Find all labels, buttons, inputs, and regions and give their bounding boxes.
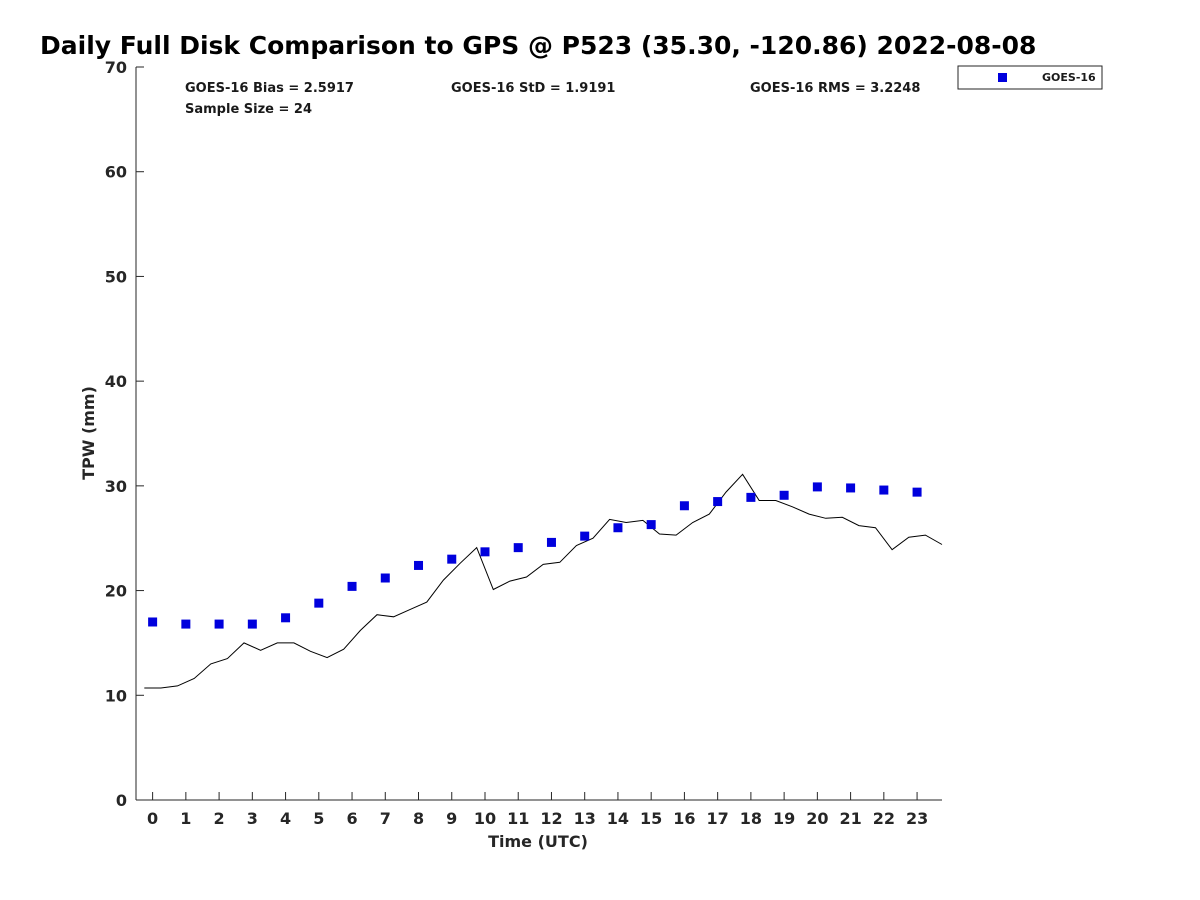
goes16-point <box>746 492 756 502</box>
x-tick-label: 15 <box>640 809 662 828</box>
y-tick-label: 20 <box>105 582 127 601</box>
stat-sample-size: Sample Size = 24 <box>185 102 312 117</box>
y-tick-label: 60 <box>105 163 127 182</box>
y-tick-label: 70 <box>105 58 127 77</box>
stat-std: GOES-16 StD = 1.9191 <box>451 81 615 96</box>
x-tick-label: 2 <box>214 809 225 828</box>
x-tick-label: 21 <box>839 809 861 828</box>
legend-label: GOES-16 <box>1042 71 1096 84</box>
y-tick-label: 0 <box>116 791 127 810</box>
x-axis-label: Time (UTC) <box>488 832 588 851</box>
x-ticks: 0 1 2 3 4 5 6 7 8 9 10 11 12 13 14 15 16 17 18 19 20 21 22 23 <box>147 792 928 828</box>
goes16-point <box>546 537 556 547</box>
goes16-point <box>613 523 623 533</box>
x-tick-label: 10 <box>474 809 496 828</box>
x-tick-label: 14 <box>607 809 629 828</box>
legend-box <box>957 65 1103 90</box>
goes16-point <box>480 547 490 557</box>
y-axis-label: TPW (mm) <box>79 386 98 480</box>
x-tick-label: 0 <box>147 809 158 828</box>
y-tick-label: 10 <box>105 686 127 705</box>
x-tick-label: 7 <box>380 809 391 828</box>
x-tick-label: 8 <box>413 809 424 828</box>
goes16-point <box>347 581 357 591</box>
x-tick-label: 16 <box>673 809 695 828</box>
y-tick-label: 50 <box>105 267 127 286</box>
x-tick-label: 6 <box>346 809 357 828</box>
x-tick-label: 1 <box>180 809 191 828</box>
chart-title: Daily Full Disk Comparison to GPS @ P523… <box>40 31 1036 60</box>
goes16-point <box>713 497 723 507</box>
x-tick-label: 22 <box>873 809 895 828</box>
goes16-point <box>281 613 291 623</box>
x-tick-label: 9 <box>446 809 457 828</box>
goes16-point <box>679 501 689 511</box>
goes16-point <box>646 520 656 530</box>
goes16-point <box>314 598 324 608</box>
gps-line <box>144 473 943 689</box>
stat-bias: GOES-16 Bias = 2.5917 <box>185 81 354 96</box>
x-tick-label: 19 <box>773 809 795 828</box>
y-tick-label: 30 <box>105 477 127 496</box>
goes16-point <box>812 482 822 492</box>
goes16-point <box>214 619 224 629</box>
x-tick-label: 13 <box>574 809 596 828</box>
goes16-point <box>779 490 789 500</box>
x-tick-label: 17 <box>707 809 729 828</box>
series-layer <box>144 473 943 689</box>
x-tick-label: 20 <box>806 809 828 828</box>
x-tick-label: 5 <box>313 809 324 828</box>
x-tick-label: 18 <box>740 809 762 828</box>
goes16-point <box>879 485 889 495</box>
goes16-point <box>181 619 191 629</box>
x-tick-label: 12 <box>540 809 562 828</box>
x-tick-label: 4 <box>280 809 291 828</box>
goes16-point <box>846 483 856 493</box>
goes16-point <box>414 560 424 570</box>
stat-rms: GOES-16 RMS = 3.2248 <box>750 81 920 96</box>
legend-marker <box>998 73 1007 82</box>
goes16-point <box>580 531 590 541</box>
goes16-point <box>380 573 390 583</box>
goes16-point <box>912 487 922 497</box>
x-tick-label: 23 <box>906 809 928 828</box>
goes16-point <box>513 543 523 553</box>
legend: GOES-16 <box>957 65 1103 90</box>
goes16-point <box>447 554 457 564</box>
y-ticks: 0 10 20 30 40 50 60 70 <box>105 58 144 810</box>
x-tick-label: 3 <box>247 809 258 828</box>
y-tick-label: 40 <box>105 372 127 391</box>
goes16-point <box>148 617 158 627</box>
x-tick-label: 11 <box>507 809 529 828</box>
goes16-point <box>247 619 257 629</box>
